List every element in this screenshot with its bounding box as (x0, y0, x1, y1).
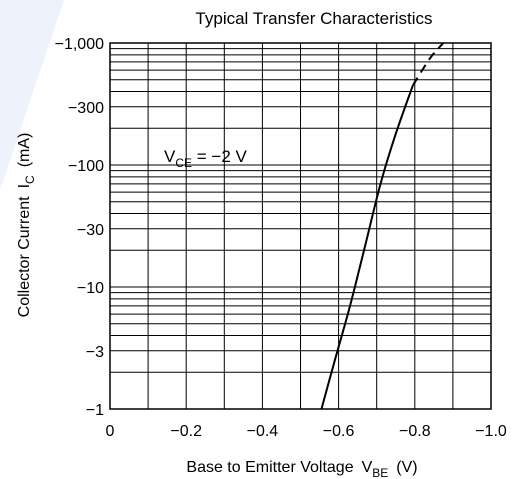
x-tick-label: −1.0 (475, 423, 507, 440)
x-axis-label: Base to Emitter Voltage VBE (V) (186, 459, 417, 479)
y-axis-symbol: I (16, 184, 33, 188)
x-axis-symbol-sub: BE (372, 466, 388, 479)
x-tick-label: −0.4 (247, 423, 279, 440)
y-axis-label-text: Collector Current (16, 196, 33, 317)
y-axis-unit: (mA) (16, 133, 33, 168)
grid-lines (110, 43, 491, 409)
plot-frame (109, 42, 492, 410)
y-axis-label: Collector Current IC (mA) (16, 133, 37, 318)
data-series (320, 42, 445, 410)
vce-value: = −2 V (192, 147, 247, 166)
y-tick-label: −30 (77, 222, 104, 239)
watermark-stripe (0, 0, 64, 190)
x-axis-label-text: Base to Emitter Voltage (186, 459, 353, 476)
plot-border (109, 42, 492, 410)
y-axis-symbol-sub: C (23, 175, 37, 184)
x-tick-labels: 0 −0.2 −0.4 −0.6 −0.8 −1.0 (106, 423, 507, 440)
y-tick-label: −300 (68, 100, 104, 117)
x-tick-label: −0.2 (170, 423, 202, 440)
x-tick-label: −0.8 (399, 423, 431, 440)
series-line-solid (320, 84, 414, 410)
y-tick-label: −10 (77, 280, 104, 297)
x-axis-symbol: V (362, 459, 373, 476)
y-tick-labels: −1 −3 −10 −30 −100 −300 −1,000 (55, 36, 104, 419)
chart-title: Typical Transfer Characteristics (195, 9, 432, 28)
x-tick-label: −0.6 (323, 423, 355, 440)
y-tick-label: −1,000 (55, 36, 104, 53)
y-tick-label: −100 (68, 158, 104, 175)
y-tick-label: −1 (86, 402, 104, 419)
vce-symbol: V (164, 147, 176, 166)
x-tick-label: 0 (106, 423, 115, 440)
vce-symbol-sub: CE (175, 156, 192, 170)
x-axis-unit: (V) (396, 459, 417, 476)
vce-annotation-text: VCE = −2 V (164, 147, 247, 170)
series-line-dashed (412, 42, 445, 86)
y-tick-label: −3 (86, 344, 104, 361)
vce-annotation: VCE = −2 V (164, 147, 247, 170)
